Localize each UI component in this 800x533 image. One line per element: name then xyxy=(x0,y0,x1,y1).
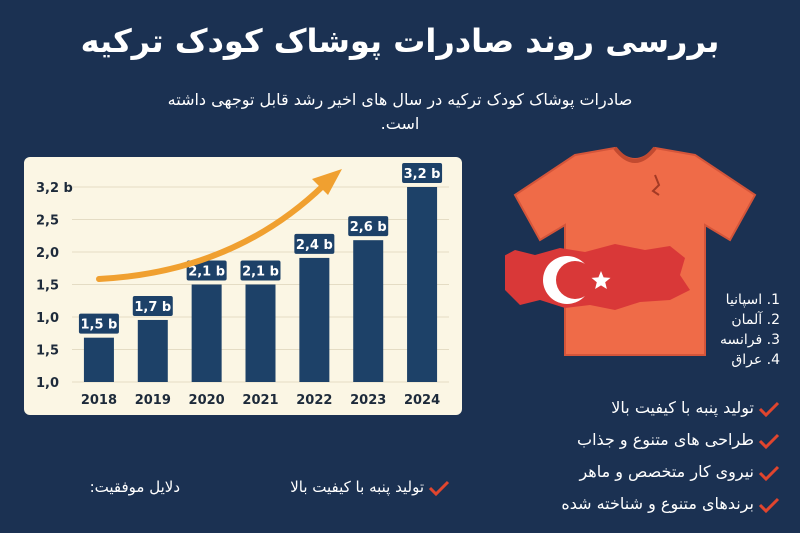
y-tick-label: 1,5 xyxy=(36,344,59,359)
x-tick-label: 2023 xyxy=(350,393,386,408)
y-tick-label: 1,0 xyxy=(36,376,59,391)
checkmark-icon xyxy=(758,433,780,449)
country-item: 4. عراق xyxy=(731,352,780,368)
data-label: 2,6 b xyxy=(350,220,387,235)
data-label: 3,2 b xyxy=(404,167,441,182)
country-item: 3. فرانسه xyxy=(719,332,780,348)
data-label: 1,7 b xyxy=(134,300,171,315)
bar xyxy=(137,319,168,382)
data-label-box xyxy=(186,260,227,281)
checkmark-icon xyxy=(758,497,780,513)
data-label-box xyxy=(132,295,173,316)
data-label: 1,5 b xyxy=(80,318,117,333)
bar xyxy=(299,257,330,382)
bar-chart: 1,0 1,5 1,0 1,5 2,0 2,5 3,2 b 1,5 b 2018 1,7 b 201… xyxy=(36,163,449,408)
x-tick-label: 2021 xyxy=(242,393,278,408)
checkmark-icon xyxy=(428,480,450,496)
x-tick-label: 2022 xyxy=(296,393,332,408)
data-label: 2,4 b xyxy=(296,238,333,253)
y-tick-label: 1,5 xyxy=(36,279,59,294)
data-label: 2,1 b xyxy=(242,265,279,280)
data-label-box xyxy=(348,216,389,237)
bar xyxy=(245,284,276,382)
page-subtitle: صادرات پوشاک کودک ترکیه در سال های اخیر … xyxy=(167,90,633,133)
trend-arrow xyxy=(96,182,327,282)
bar xyxy=(407,187,438,382)
x-tick-label: 2018 xyxy=(81,393,117,408)
y-tick-label: 1,0 xyxy=(36,311,59,326)
checkmark-icon xyxy=(758,465,780,481)
x-tick-label: 2019 xyxy=(135,393,171,408)
chart-panel: 1,0 1,5 1,0 1,5 2,0 2,5 3,2 b 1,5 b 2018 1,7 b 201… xyxy=(24,157,462,415)
star-icon xyxy=(591,271,611,289)
bar xyxy=(191,284,222,382)
y-tick-label: 2,5 xyxy=(36,214,59,229)
turkey-map-icon xyxy=(505,244,690,310)
x-tick-label: 2020 xyxy=(189,393,225,408)
reason-item: تولید پنبه با کیفیت بالا xyxy=(480,392,780,424)
country-item: 1. اسپانیا xyxy=(725,292,780,308)
data-label-box xyxy=(402,163,443,183)
bar xyxy=(353,240,384,382)
data-label: 2,1 b xyxy=(188,265,225,280)
page-title: بررسی روند صادرات پوشاک کودک ترکیه xyxy=(80,22,720,60)
reason-item: برندهای متنوع و شناخته شده xyxy=(480,488,780,520)
arrow-head-icon xyxy=(312,169,342,195)
reasons-list: تولید پنبه با کیفیت بالا طراحی های متنوع… xyxy=(480,392,780,520)
y-tick-label: 2,0 xyxy=(36,246,59,261)
data-label-box xyxy=(240,260,281,281)
checkmark-icon xyxy=(758,401,780,417)
x-tick-label: 2024 xyxy=(404,393,440,408)
country-list: 1. اسپانیا 2. آلمان 3. فرانسه 4. عراق xyxy=(690,290,780,370)
tshirt-illustration xyxy=(505,146,757,356)
reason-item: نیروی کار متخصص و ماهر xyxy=(480,456,780,488)
success-reasons-label: دلایل موفقیت: xyxy=(89,478,180,496)
reason-item: طراحی های متنوع و جذاب xyxy=(480,424,780,456)
data-label-box xyxy=(78,313,119,334)
country-item: 2. آلمان xyxy=(731,312,780,328)
bar xyxy=(83,337,114,382)
y-tick-label: 3,2 b xyxy=(36,181,73,196)
data-label-box xyxy=(294,233,335,254)
bottom-reason-item: تولید پنبه با کیفیت بالا xyxy=(250,478,450,497)
